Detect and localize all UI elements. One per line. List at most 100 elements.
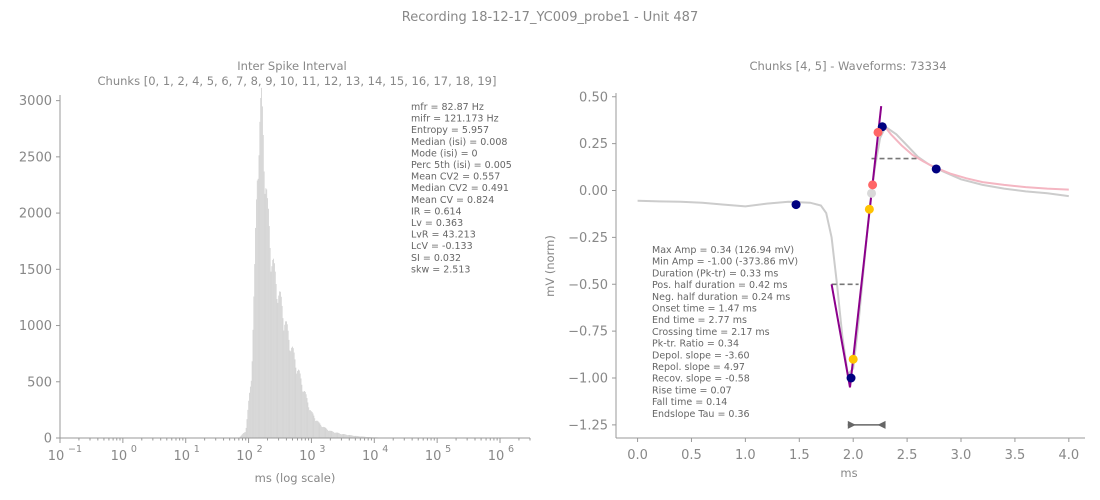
waveform-feature-line: Pk-tr. Ratio = 0.34 [652,339,739,350]
isi-bar [293,352,295,438]
waveform-axes: 0.50 0.25 0.00 −0.25 −0.50 −0.75 −1.00 −1.25 0.0… [568,90,1085,463]
isi-bar [323,427,325,438]
waveform-slope-fit-line [849,105,883,388]
waveform-feature-point [873,127,883,137]
waveform-feature-line: End time = 2.77 ms [652,315,747,326]
isi-y-tick-label: 0 [44,432,52,447]
isi-bar [318,422,320,438]
isi-bar [254,264,256,438]
waveform-feature-line: Endslope Tau = 0.36 [652,409,750,420]
waveform-lines [637,105,1069,429]
isi-bar [286,321,287,438]
isi-bar [299,373,301,438]
waveform-y-tick-label: 0.25 [579,137,608,152]
waveform-feature-line: Repol. slope = 4.97 [652,362,745,373]
isi-bar [307,402,309,438]
isi-bar [272,259,274,438]
isi-bar [267,208,269,438]
waveform-x-tick-label: 2.5 [897,448,918,463]
isi-bar [279,291,281,438]
isi-bar [329,430,331,438]
isi-bar [277,302,279,438]
isi-stat-line: Mean CV2 = 0.557 [411,172,500,183]
isi-bar [357,436,359,438]
isi-bar [364,436,366,438]
isi-bar [311,411,313,438]
isi-x-tick-label: 10 [488,449,505,464]
isi-y-tick-label: 3000 [19,94,52,109]
waveform-x-tick-label: 2.0 [843,448,864,463]
waveform-x-tick-label: 1.5 [789,448,810,463]
isi-x-tick-exponent: 6 [508,444,514,455]
isi-x-tick-exponent: 2 [257,444,263,455]
isi-bar [347,435,349,438]
waveform-feature-line: Crossing time = 2.17 ms [652,327,770,338]
isi-bar [295,367,297,438]
isi-bar [259,121,261,438]
isi-bar [304,391,305,438]
isi-bar [352,435,354,438]
isi-stat-line: SI = 0.032 [411,253,461,264]
isi-bar [326,428,328,438]
waveform-feature-point [868,180,878,190]
isi-bar [241,434,243,438]
waveform-y-tick-label: −0.25 [568,231,608,246]
isi-bar [261,106,263,439]
isi-bar [356,435,358,438]
isi-bar [297,370,299,438]
waveform-feature-point [848,354,858,364]
waveform-feature-point [931,164,941,174]
isi-stat-line: Mean CV = 0.824 [411,195,494,206]
waveform-y-tick-label: −0.75 [568,325,608,340]
isi-stat-line: Median (isi) = 0.008 [411,137,507,148]
waveform-x-tick-label: 0.0 [627,448,648,463]
isi-bar [260,97,262,439]
isi-bar [271,266,273,438]
isi-chunks-subtitle: Chunks [0, 1, 2, 4, 5, 6, 7, 8, 9, 10, 1… [98,74,497,88]
isi-x-tick-exponent: 4 [382,444,388,455]
waveform-x-tick-label: 3.0 [951,448,972,463]
isi-bar [335,432,337,438]
waveform-feature-line: Recov. slope = -0.58 [652,374,750,385]
isi-bar [245,427,247,438]
isi-bar [246,419,248,438]
isi-bar [305,394,307,438]
isi-bar [274,263,275,438]
isi-bar [308,407,310,438]
isi-bar [325,427,327,438]
isi-stat-line: Mode (isi) = 0 [411,148,478,159]
isi-bar [284,324,286,438]
isi-bar [355,435,357,438]
waveform-xlabel: ms [840,466,857,480]
isi-stat-line: IR = 0.614 [411,206,462,217]
isi-stat-line: mfr = 82.87 Hz [411,102,484,113]
isi-bar [340,434,342,438]
isi-bar [275,283,277,438]
waveform-feature-line: Duration (Pk-tr) = 0.33 ms [652,268,778,279]
isi-bar [251,361,253,438]
isi-bar [331,431,333,438]
isi-bar [249,392,250,438]
isi-x-tick-exponent: 0 [131,444,137,455]
waveform-panel: Chunks [4, 5] - Waveforms: 73334 0.50 0.2… [543,59,1085,480]
waveform-feature-line: Pos. half duration = 0.42 ms [652,280,787,291]
waveform-feature-point [846,373,856,383]
isi-bar [304,391,306,438]
waveform-feature-line: Min Amp = -1.00 (-373.86 mV) [652,257,798,268]
isi-bar [264,193,266,438]
isi-bar [358,436,359,438]
waveform-feature-line: Onset time = 1.47 ms [652,304,757,315]
isi-bar [337,432,339,438]
isi-bar [285,321,287,438]
isi-bars [238,87,394,439]
isi-xlabel: ms (log scale) [255,471,336,485]
isi-bar [314,418,316,438]
isi-bar [310,410,311,438]
isi-bar [333,432,335,438]
isi-bar [340,433,341,438]
waveform-series-line [882,124,1069,191]
isi-bar [353,435,355,438]
waveform-y-tick-label: −1.00 [568,372,608,387]
isi-bar [334,432,336,438]
isi-bar [247,409,249,438]
